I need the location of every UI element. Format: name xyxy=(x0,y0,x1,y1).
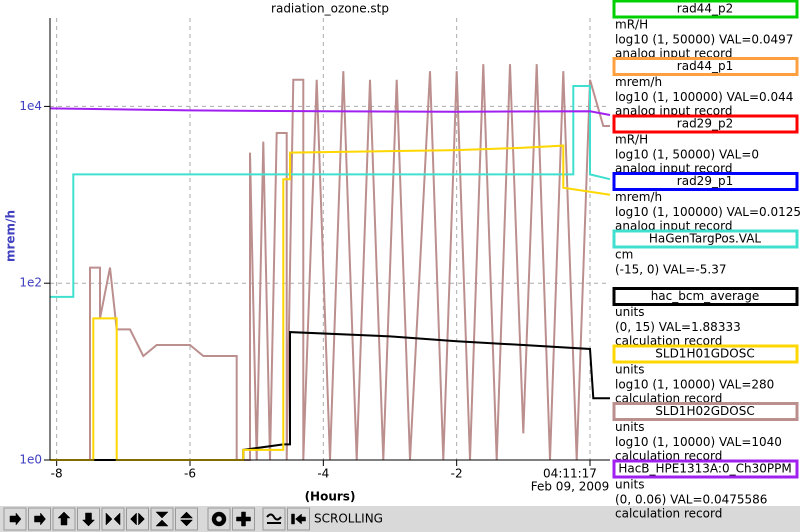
legend-name: SLD1H01GDOSC xyxy=(655,347,754,361)
button-icon xyxy=(34,512,46,526)
x-tick-label: -4 xyxy=(317,467,329,481)
toolbar-button[interactable] xyxy=(101,507,125,531)
legend-range: (0, 15) VAL=1.88333 xyxy=(615,320,741,334)
legend-range: (-15, 0) VAL=-5.37 xyxy=(615,263,726,277)
trace xyxy=(50,64,610,461)
legend-units: mrem/h xyxy=(615,75,662,89)
legend-record: calculation record xyxy=(615,507,722,521)
legend-range: log10 (1, 100000) VAL=0.0125 xyxy=(615,205,800,219)
toolbar-button[interactable] xyxy=(262,507,286,531)
status-text: SCROLLING xyxy=(314,512,383,526)
legend-range: log10 (1, 100000) VAL=0.044 xyxy=(615,90,793,104)
legend-units: mrem/h xyxy=(615,190,662,204)
trace xyxy=(50,85,611,298)
trace xyxy=(49,107,611,116)
legend-swatch[interactable] xyxy=(612,172,799,191)
legend-units: units xyxy=(615,420,645,434)
legend-swatch[interactable] xyxy=(612,0,799,19)
button-icon xyxy=(105,512,121,526)
x-tick-label: 04:11:17 xyxy=(543,467,597,481)
legend-swatch[interactable] xyxy=(612,459,799,479)
button-icon xyxy=(291,513,306,525)
legend-swatch[interactable] xyxy=(612,229,799,249)
toolbar-button[interactable] xyxy=(175,507,198,531)
legend-name: SLD1H02GDOSC xyxy=(655,404,754,418)
legend-units: mR/H xyxy=(615,133,648,147)
date-label: Feb 09, 2009 xyxy=(531,480,610,494)
legend-name: rad29_p1 xyxy=(677,174,733,188)
y-tick-label: 1e2 xyxy=(19,276,42,290)
button-icon xyxy=(57,511,71,526)
toolbar-button[interactable] xyxy=(150,507,174,531)
button-icon xyxy=(266,513,282,524)
button-icon xyxy=(9,512,22,526)
button-icon xyxy=(211,511,227,527)
legend-swatch[interactable] xyxy=(612,402,799,421)
legend-units: units xyxy=(615,305,645,319)
legend-units: cm xyxy=(615,248,633,262)
button-icon xyxy=(130,512,145,526)
legend-swatch[interactable] xyxy=(612,114,799,134)
x-axis-label: (Hours) xyxy=(305,490,356,504)
legend-name: hac_bcm_average xyxy=(651,289,760,303)
toolbar-buttons xyxy=(3,507,310,531)
legend-units: mR/H xyxy=(615,18,648,32)
x-tick-label: -6 xyxy=(184,467,196,481)
legend-name: rad29_p2 xyxy=(677,117,733,131)
legend-name: rad44_p2 xyxy=(677,2,733,16)
button-icon xyxy=(81,512,96,527)
legend-units: units xyxy=(615,363,645,377)
legend-swatch[interactable] xyxy=(612,287,799,306)
y-axis-label: mrem/h xyxy=(4,210,18,262)
plot-area xyxy=(50,18,610,460)
legend-range: log10 (1, 10000) VAL=1040 xyxy=(615,435,782,449)
button-icon xyxy=(155,511,169,527)
y-tick-label: 1e0 xyxy=(19,453,42,467)
legend-name: rad44_p1 xyxy=(677,59,733,73)
trace xyxy=(50,144,611,461)
legend-range: log10 (1, 10000) VAL=280 xyxy=(615,378,774,392)
legend-name: HacB_HPE1313A:0_Ch30PPM xyxy=(618,462,791,476)
button-icon xyxy=(179,511,194,527)
x-tick-label: -8 xyxy=(51,467,63,481)
x-tick-label: -2 xyxy=(451,467,463,481)
legend-range: log10 (1, 50000) VAL=0 xyxy=(615,148,759,162)
legend-range: (0, 0.06) VAL=0.0475586 xyxy=(615,493,767,507)
button-icon xyxy=(236,511,251,527)
y-tick-label: 1e4 xyxy=(19,99,42,113)
legend-units: units xyxy=(615,478,645,492)
legend-swatch[interactable] xyxy=(612,57,799,76)
legend-range: log10 (1, 50000) VAL=0.0497 xyxy=(615,33,793,47)
toolbar-button[interactable] xyxy=(207,507,231,531)
legend-name: HaGenTargPos.VAL xyxy=(649,232,762,246)
toolbar-button[interactable] xyxy=(126,507,149,531)
legend-swatch[interactable] xyxy=(612,344,799,364)
chart-title: radiation_ozone.stp xyxy=(271,2,389,16)
